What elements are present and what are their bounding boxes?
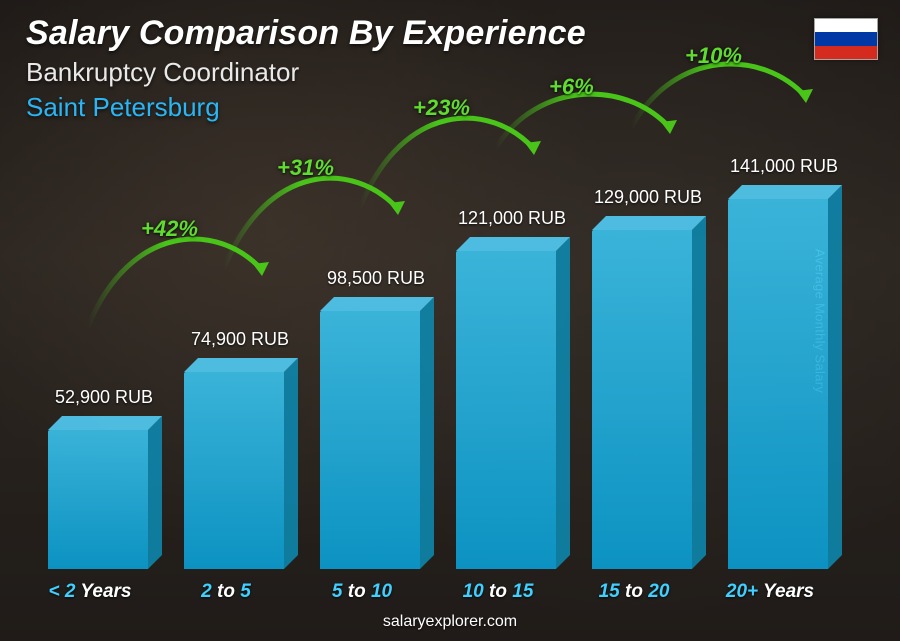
bar-side bbox=[148, 416, 162, 569]
salary-bar-chart: < 2 Years52,900 RUB2 to 574,900 RUB5 to … bbox=[30, 139, 850, 569]
bar-side bbox=[828, 185, 842, 569]
flag-stripe-1 bbox=[815, 19, 877, 32]
bar-slot: 5 to 10 bbox=[302, 199, 438, 569]
footer-attribution: salaryexplorer.com bbox=[0, 613, 900, 631]
bar bbox=[184, 372, 284, 569]
bar-front bbox=[592, 230, 692, 569]
bar-value-label: 141,000 RUB bbox=[704, 156, 864, 177]
bar-slot: 15 to 20 bbox=[574, 199, 710, 569]
bar bbox=[728, 199, 828, 569]
bar-side bbox=[692, 216, 706, 569]
flag-russia-icon bbox=[814, 18, 878, 60]
growth-label: +23% bbox=[413, 95, 470, 121]
bar-front bbox=[728, 199, 828, 569]
bar-value-label: 74,900 RUB bbox=[160, 329, 320, 350]
bar-slot: 2 to 5 bbox=[166, 199, 302, 569]
bar-side bbox=[556, 237, 570, 569]
bar-top bbox=[184, 358, 298, 372]
bar-top bbox=[320, 297, 434, 311]
bar-value-label: 98,500 RUB bbox=[296, 268, 456, 289]
bar-top bbox=[456, 237, 570, 251]
bar bbox=[456, 251, 556, 569]
bar-value-label: 129,000 RUB bbox=[568, 187, 728, 208]
flag-stripe-2 bbox=[815, 32, 877, 45]
bar-front bbox=[456, 251, 556, 569]
bar-category-label: 5 to 10 bbox=[292, 581, 432, 603]
growth-label: +42% bbox=[141, 216, 198, 242]
bar-category-label: 15 to 20 bbox=[564, 581, 704, 603]
bar-top bbox=[728, 185, 842, 199]
bar-category-label: 10 to 15 bbox=[428, 581, 568, 603]
bar-front bbox=[184, 372, 284, 569]
bar-top bbox=[592, 216, 706, 230]
bar-value-label: 121,000 RUB bbox=[432, 208, 592, 229]
stage: Salary Comparison By Experience Bankrupt… bbox=[0, 0, 900, 641]
growth-label: +31% bbox=[277, 155, 334, 181]
bar-value-label: 52,900 RUB bbox=[24, 387, 184, 408]
growth-label: +6% bbox=[549, 74, 594, 100]
bar-top bbox=[48, 416, 162, 430]
flag-stripe-3 bbox=[815, 46, 877, 59]
bar-front bbox=[320, 311, 420, 569]
bar bbox=[48, 430, 148, 569]
bar-front bbox=[48, 430, 148, 569]
bar bbox=[592, 230, 692, 569]
bar-slot: < 2 Years bbox=[30, 199, 166, 569]
bar-slot: 10 to 15 bbox=[438, 199, 574, 569]
bar-side bbox=[420, 297, 434, 569]
bar-side bbox=[284, 358, 298, 569]
bar-category-label: 20+ Years bbox=[700, 581, 840, 603]
bar-slot: 20+ Years bbox=[710, 199, 846, 569]
bar-category-label: < 2 Years bbox=[20, 581, 160, 603]
bar bbox=[320, 311, 420, 569]
growth-label: +10% bbox=[685, 43, 742, 69]
bar-category-label: 2 to 5 bbox=[156, 581, 296, 603]
